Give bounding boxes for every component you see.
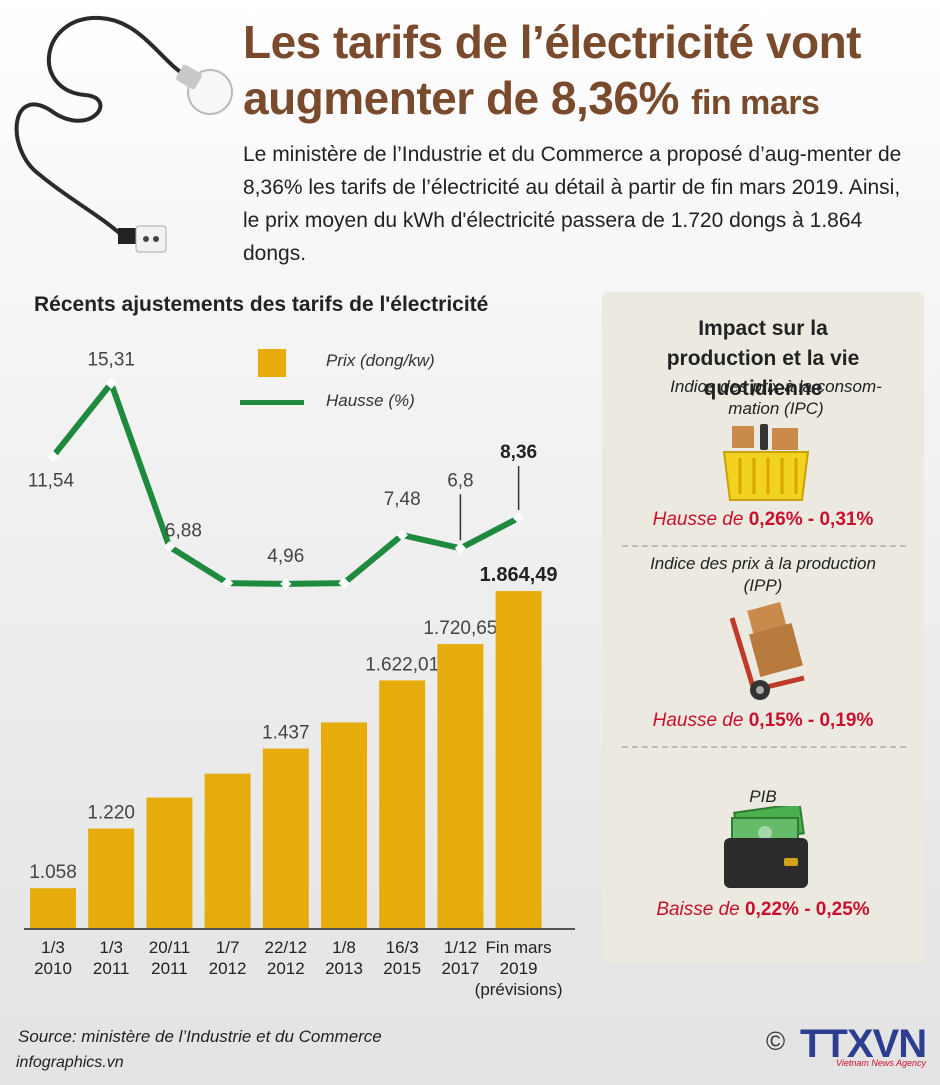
rise-point-7 bbox=[454, 542, 467, 554]
x-tick-label-4-1: 2012 bbox=[267, 959, 305, 978]
bar-value-label-8: 1.864,49 bbox=[480, 564, 558, 586]
x-tick-label-8-0: Fin mars bbox=[486, 938, 552, 957]
rise-value-label-0: 11,54 bbox=[28, 470, 75, 491]
legend-swatch-price bbox=[258, 349, 286, 377]
pib-impact: Baisse de 0,22% - 0,25% bbox=[602, 899, 924, 921]
wallet-icon bbox=[724, 806, 808, 888]
rise-value-label-6: 7,48 bbox=[384, 489, 421, 510]
rise-value-label-7: 6,8 bbox=[447, 470, 473, 491]
bar-3 bbox=[204, 773, 251, 928]
x-tick-label-1-1: 2011 bbox=[93, 959, 130, 978]
x-tick-label-7-1: 2017 bbox=[441, 959, 479, 978]
bar-7 bbox=[437, 644, 484, 928]
bar-1 bbox=[88, 828, 135, 928]
cord-path bbox=[14, 15, 187, 240]
rise-point-8 bbox=[512, 512, 525, 524]
title-line-2: augmenter de 8,36% bbox=[243, 72, 679, 124]
ipc-impact-prefix: Hausse de bbox=[652, 509, 749, 530]
ipp-label: Indice des prix à la production (IPP) bbox=[650, 554, 876, 595]
x-tick-label-5-1: 2013 bbox=[325, 959, 363, 978]
x-tick-label-2-1: 2011 bbox=[151, 959, 188, 978]
ipp-impact: Hausse de 0,15% - 0,19% bbox=[602, 710, 924, 732]
pib-impact-value: 0,22% - 0,25% bbox=[745, 899, 870, 920]
bar-value-label-1: 1.220 bbox=[87, 803, 135, 824]
bar-8 bbox=[495, 591, 542, 928]
bar-4 bbox=[262, 748, 309, 928]
x-tick-label-2-0: 20/11 bbox=[149, 938, 190, 957]
rise-point-2 bbox=[163, 541, 176, 553]
legend-label-rise: Hausse (%) bbox=[326, 391, 415, 410]
x-tick-label-5-0: 1/8 bbox=[332, 938, 356, 957]
legend-swatch-rise bbox=[240, 400, 304, 405]
rise-value-label-1: 15,31 bbox=[87, 349, 135, 370]
bar-6 bbox=[379, 680, 426, 928]
x-tick-label-0-1: 2010 bbox=[34, 959, 72, 978]
rise-point-0 bbox=[47, 450, 59, 463]
x-tick-label-8-2: (prévisions) bbox=[475, 980, 563, 999]
x-tick-label-0-0: 1/3 bbox=[41, 938, 65, 957]
bar-value-label-6: 1.622,01 bbox=[365, 654, 439, 675]
panel-divider-1 bbox=[622, 545, 906, 547]
x-tick-label-8-1: 2019 bbox=[500, 959, 538, 978]
panel-divider-2 bbox=[622, 746, 906, 748]
ipc-impact: Hausse de 0,26% - 0,31% bbox=[602, 509, 924, 531]
source-note: Source: ministère de l’Industrie et du C… bbox=[18, 1027, 382, 1046]
ttxvn-logo: TTXVN bbox=[800, 1022, 927, 1066]
x-tick-label-1-0: 1/3 bbox=[99, 938, 123, 957]
ipc-label: Indice des prix à la consom-mation (IPC) bbox=[670, 377, 882, 418]
ttxvn-logo-subtitle: Vietnam News Agency bbox=[836, 1058, 927, 1068]
bar-2 bbox=[146, 797, 193, 928]
intro-text: Le ministère de l’Industrie et du Commer… bbox=[243, 143, 902, 265]
basket-icon bbox=[722, 424, 810, 501]
rise-point-6 bbox=[396, 529, 408, 541]
x-tick-label-7-0: 1/12 bbox=[444, 938, 477, 957]
bar-value-label-4: 1.437 bbox=[262, 723, 310, 744]
ipc-impact-value: 0,26% - 0,31% bbox=[748, 509, 874, 530]
bulb-icon bbox=[176, 64, 233, 115]
chart-title: Récents ajustements des tarifs de l'élec… bbox=[34, 293, 489, 316]
rise-value-label-8: 8,36 bbox=[500, 442, 537, 463]
pib-label: PIB bbox=[749, 787, 777, 806]
x-tick-label-3-1: 2012 bbox=[209, 959, 247, 978]
copyright-symbol: © bbox=[766, 1026, 786, 1056]
rise-point-4 bbox=[280, 578, 292, 590]
pib-impact-prefix: Baisse de bbox=[656, 899, 746, 920]
bar-5 bbox=[321, 722, 367, 928]
title-suffix: fin mars bbox=[691, 84, 820, 122]
hand-truck-icon bbox=[729, 602, 805, 700]
cord-bulb-illustration bbox=[14, 15, 233, 253]
x-tick-label-6-1: 2015 bbox=[383, 959, 421, 978]
page-title: Les tarifs de l’électricité vont augment… bbox=[243, 14, 862, 131]
bar-value-label-7: 1.720,65 bbox=[423, 618, 497, 639]
rise-point-5 bbox=[338, 577, 350, 589]
legend-label-price: Prix (dong/kw) bbox=[326, 351, 435, 370]
ipp-impact-value: 0,15% - 0,19% bbox=[748, 710, 874, 731]
ipp-impact-prefix: Hausse de bbox=[652, 710, 749, 731]
panel-title: Impact sur la production et la vie quoti… bbox=[666, 317, 860, 400]
x-tick-label-6-0: 16/3 bbox=[386, 938, 419, 957]
x-tick-label-4-0: 22/12 bbox=[265, 938, 308, 957]
rise-value-label-2: 6,88 bbox=[165, 521, 202, 542]
bar-value-label-0: 1.058 bbox=[29, 862, 77, 883]
rise-point-3 bbox=[221, 577, 234, 589]
title-line-1: Les tarifs de l’électricité vont bbox=[243, 16, 862, 68]
rise-value-label-4: 4,96 bbox=[267, 546, 304, 567]
site-name: infographics.vn bbox=[16, 1054, 124, 1071]
bar-0 bbox=[30, 888, 76, 928]
price-chart: 1.058 1.220 1.437 1.622,01 1.720,65 1.864,49 1… bbox=[24, 349, 575, 999]
plug-icon bbox=[118, 225, 167, 253]
x-tick-label-3-0: 1/7 bbox=[216, 938, 240, 957]
